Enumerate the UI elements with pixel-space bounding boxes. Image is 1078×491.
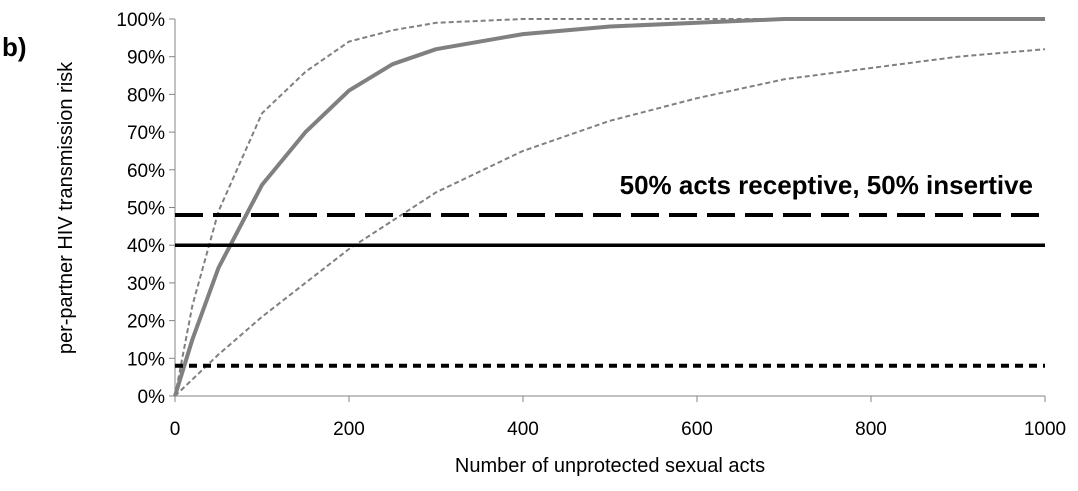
x-tick-label: 600: [681, 419, 713, 440]
y-tick-label: 60%: [127, 161, 165, 182]
y-tick-label: 100%: [116, 10, 165, 31]
plot-series: [173, 17, 1046, 397]
x-axis-title: Number of unprotected sexual acts: [455, 455, 765, 477]
y-axis-title: per-partner HIV transmission risk: [55, 61, 77, 354]
y-tick-label: 40%: [127, 236, 165, 257]
y-tick-label: 90%: [127, 48, 165, 69]
x-axis: 0 200 400 600 800 1000: [170, 395, 1066, 440]
chart-annotation: 50% acts receptive, 50% insertive: [620, 170, 1033, 200]
y-tick-label: 30%: [127, 274, 165, 295]
x-tick-label: 400: [507, 419, 539, 440]
y-tick-label: 70%: [127, 123, 165, 144]
y-tick-label: 10%: [127, 349, 165, 370]
series-line-dashed-thin-gray-lower: [174, 48, 1046, 397]
y-tick-label: 0%: [138, 387, 166, 408]
series-line-dashed-thin-gray-upper: [174, 18, 1045, 397]
y-tick-label: 50%: [127, 199, 165, 220]
series-line-solid-thick-gray: [173, 17, 1045, 397]
y-axis: 0% 10% 20% 30% 40% 50% 60% 70% 80% 90% 100%: [116, 10, 176, 408]
y-tick-label: 20%: [127, 312, 165, 333]
x-tick-label: 800: [855, 419, 887, 440]
x-tick-label: 200: [333, 419, 365, 440]
y-tick-label: 80%: [127, 85, 165, 106]
x-tick-label: 0: [170, 419, 181, 440]
x-tick-label: 1000: [1024, 419, 1066, 440]
panel-label: b): [2, 32, 27, 62]
